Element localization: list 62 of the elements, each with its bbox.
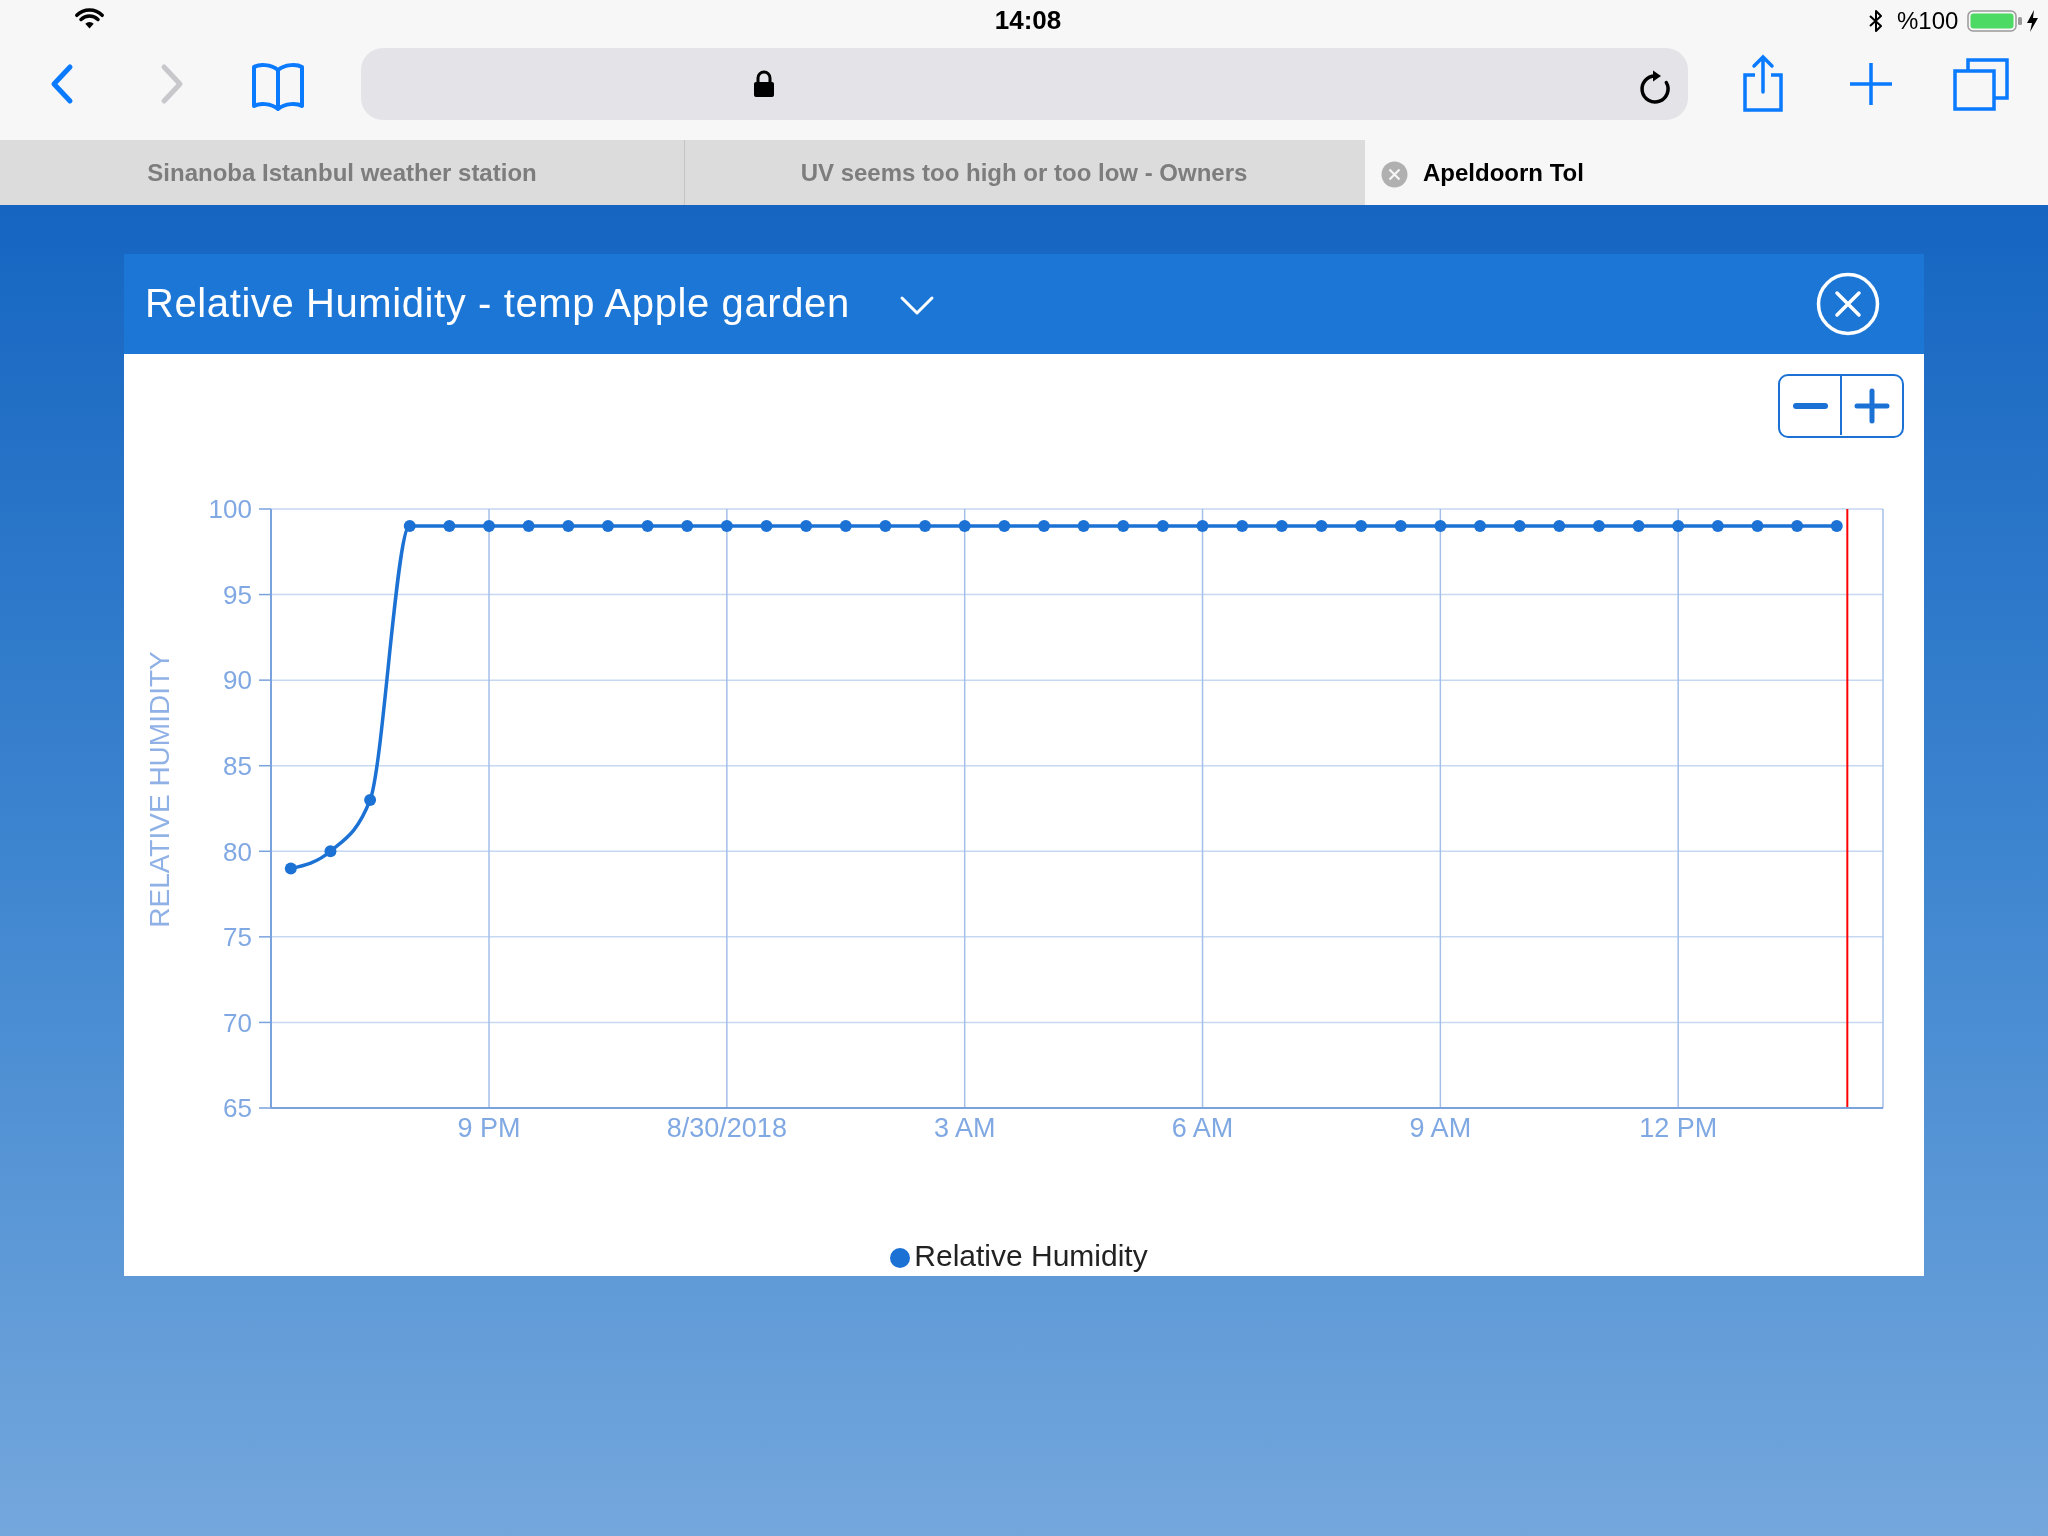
point — [1474, 520, 1486, 533]
point — [641, 520, 654, 533]
y-tick-label: 75 — [223, 922, 252, 953]
legend-label: Relative Humidity — [914, 1239, 1148, 1272]
point — [1117, 520, 1130, 533]
point — [720, 520, 733, 533]
point — [483, 520, 496, 533]
chart-title: Relative Humidity - temp Apple garden — [145, 280, 850, 326]
point — [1751, 520, 1764, 533]
point — [403, 520, 416, 533]
point — [1830, 520, 1843, 533]
x-tick-label: 6 AM — [1171, 1113, 1234, 1144]
point — [522, 520, 535, 533]
point — [681, 520, 694, 533]
point — [1434, 520, 1447, 533]
point — [1156, 520, 1169, 533]
x-tick-label: 9 AM — [1409, 1113, 1472, 1144]
point — [1355, 520, 1368, 533]
point — [800, 520, 813, 533]
point — [919, 520, 932, 533]
x-tick-label: 3 AM — [933, 1113, 996, 1144]
point — [1236, 520, 1249, 533]
point — [1394, 520, 1407, 533]
point — [1513, 520, 1526, 533]
y-tick-label: 65 — [223, 1093, 252, 1124]
text: 14:08 — [994, 5, 1062, 36]
text: UV seems too high or too low - Owners — [800, 159, 1248, 187]
y-tick-label: 90 — [223, 665, 252, 696]
y-tick-label: 70 — [223, 1007, 252, 1038]
point — [1711, 520, 1724, 533]
point — [1315, 520, 1328, 533]
point — [958, 520, 971, 533]
x-tick-label: 9 PM — [457, 1113, 521, 1144]
point — [839, 520, 852, 533]
x-tick-label: 12 PM — [1639, 1113, 1718, 1144]
text: Apeldoorn Tol — [1423, 159, 1584, 187]
point — [1037, 520, 1050, 533]
point — [1592, 520, 1605, 533]
point — [1196, 520, 1209, 533]
point — [1632, 520, 1645, 533]
x-tick-label: 8/30/2018 — [666, 1113, 787, 1144]
point — [760, 520, 773, 533]
point — [1791, 520, 1804, 533]
y-axis-title: RELATIVE HUMIDITY — [143, 650, 175, 928]
point — [1553, 520, 1566, 533]
point — [1275, 520, 1288, 533]
y-tick-label: 95 — [223, 579, 252, 610]
y-tick-label: 85 — [223, 750, 252, 781]
point — [1672, 520, 1685, 533]
point — [879, 520, 892, 533]
point — [601, 520, 614, 533]
point — [562, 520, 575, 533]
point — [1077, 520, 1090, 533]
point — [364, 793, 377, 806]
y-tick-label: 80 — [223, 836, 252, 867]
text: Sinanoba Istanbul weather station — [147, 159, 537, 187]
point — [324, 845, 337, 858]
point — [998, 520, 1011, 533]
y-tick-label: 100 — [208, 494, 252, 525]
point — [443, 520, 456, 533]
text: %100 — [1897, 7, 1959, 35]
point — [284, 862, 297, 875]
